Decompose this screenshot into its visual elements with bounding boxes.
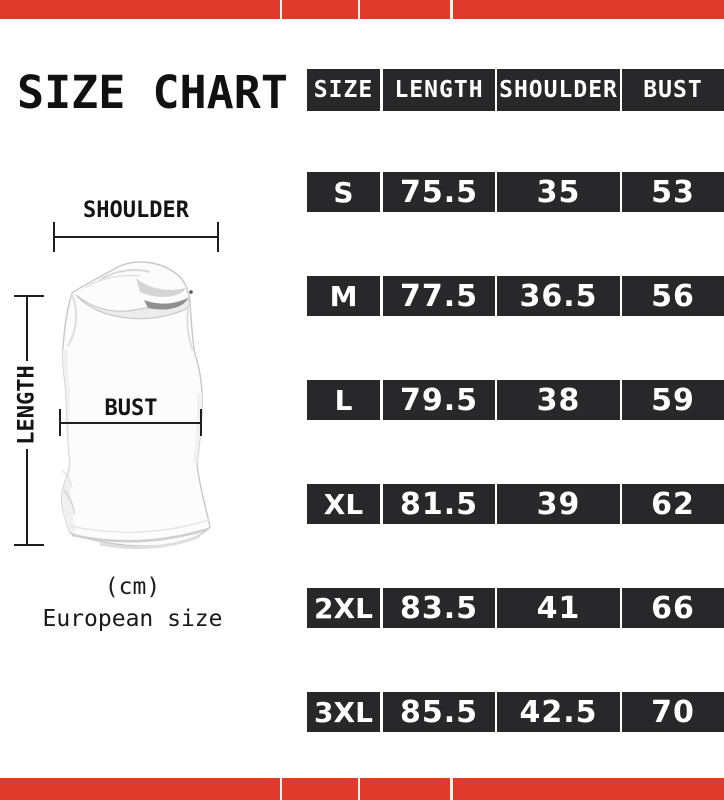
- table-row-m: M 77.5 36.5 56: [307, 276, 724, 316]
- shoulder-dimension-label: SHOULDER: [83, 198, 189, 223]
- shoulder-dimension-tick: [217, 222, 219, 252]
- bust-dimension-label: BUST: [104, 396, 158, 421]
- bust-dimension-tick: [59, 409, 61, 436]
- shoulder-cell: 36.5: [497, 276, 620, 316]
- length-dimension-line: [26, 295, 28, 361]
- shoulder-dimension-line: [54, 236, 218, 238]
- table-row-s: S 75.5 35 53: [307, 172, 724, 212]
- shoulder-cell: 38: [497, 380, 620, 420]
- length-dimension-cap: [14, 544, 44, 546]
- size-cell: 3XL: [307, 692, 380, 732]
- bust-cell: 70: [622, 692, 724, 732]
- bar-divider: [280, 778, 282, 800]
- table-row-3xl: 3XL 85.5 42.5 70: [307, 692, 724, 732]
- garment-illustration: [60, 261, 211, 550]
- table-row-xl: XL 81.5 39 62: [307, 484, 724, 524]
- size-cell: XL: [307, 484, 380, 524]
- size-cell: M: [307, 276, 380, 316]
- length-cell: 75.5: [383, 172, 495, 212]
- size-cell: S: [307, 172, 380, 212]
- length-dimension-cap: [14, 295, 44, 297]
- length-cell: 77.5: [383, 276, 495, 316]
- size-table-header-row: SIZE LENGTH SHOULDER BUST: [307, 69, 724, 111]
- size-cell: L: [307, 380, 380, 420]
- bar-divider: [280, 0, 282, 19]
- shoulder-dimension-tick: [53, 222, 55, 252]
- bottom-accent-bar: [0, 778, 724, 800]
- bar-divider: [358, 778, 360, 800]
- bust-cell: 59: [622, 380, 724, 420]
- shoulder-cell: 41: [497, 588, 620, 628]
- size-system-note: European size: [42, 606, 223, 632]
- bust-dimension-line: [60, 422, 202, 424]
- shoulder-cell: 35: [497, 172, 620, 212]
- header-shoulder: SHOULDER: [497, 69, 620, 111]
- shoulder-cell: 42.5: [497, 692, 620, 732]
- bar-divider: [450, 0, 453, 19]
- length-cell: 81.5: [383, 484, 495, 524]
- header-size: SIZE: [307, 69, 380, 111]
- page-title: SIZE CHART: [17, 66, 288, 119]
- shoulder-cell: 39: [497, 484, 620, 524]
- bust-cell: 53: [622, 172, 724, 212]
- bust-cell: 62: [622, 484, 724, 524]
- bar-divider: [358, 0, 360, 19]
- length-cell: 79.5: [383, 380, 495, 420]
- bust-dimension-tick: [200, 409, 202, 436]
- header-bust: BUST: [622, 69, 724, 111]
- length-dimension-line: [26, 449, 28, 546]
- table-row-l: L 79.5 38 59: [307, 380, 724, 420]
- header-length: LENGTH: [383, 69, 495, 111]
- table-row-2xl: 2XL 83.5 41 66: [307, 588, 724, 628]
- top-accent-bar: [0, 0, 724, 19]
- length-cell: 85.5: [383, 692, 495, 732]
- bar-divider: [450, 778, 453, 800]
- bust-cell: 56: [622, 276, 724, 316]
- bust-cell: 66: [622, 588, 724, 628]
- unit-note: (cm): [104, 574, 161, 600]
- length-cell: 83.5: [383, 588, 495, 628]
- size-cell: 2XL: [307, 588, 380, 628]
- length-dimension-label: LENGTH: [14, 361, 40, 449]
